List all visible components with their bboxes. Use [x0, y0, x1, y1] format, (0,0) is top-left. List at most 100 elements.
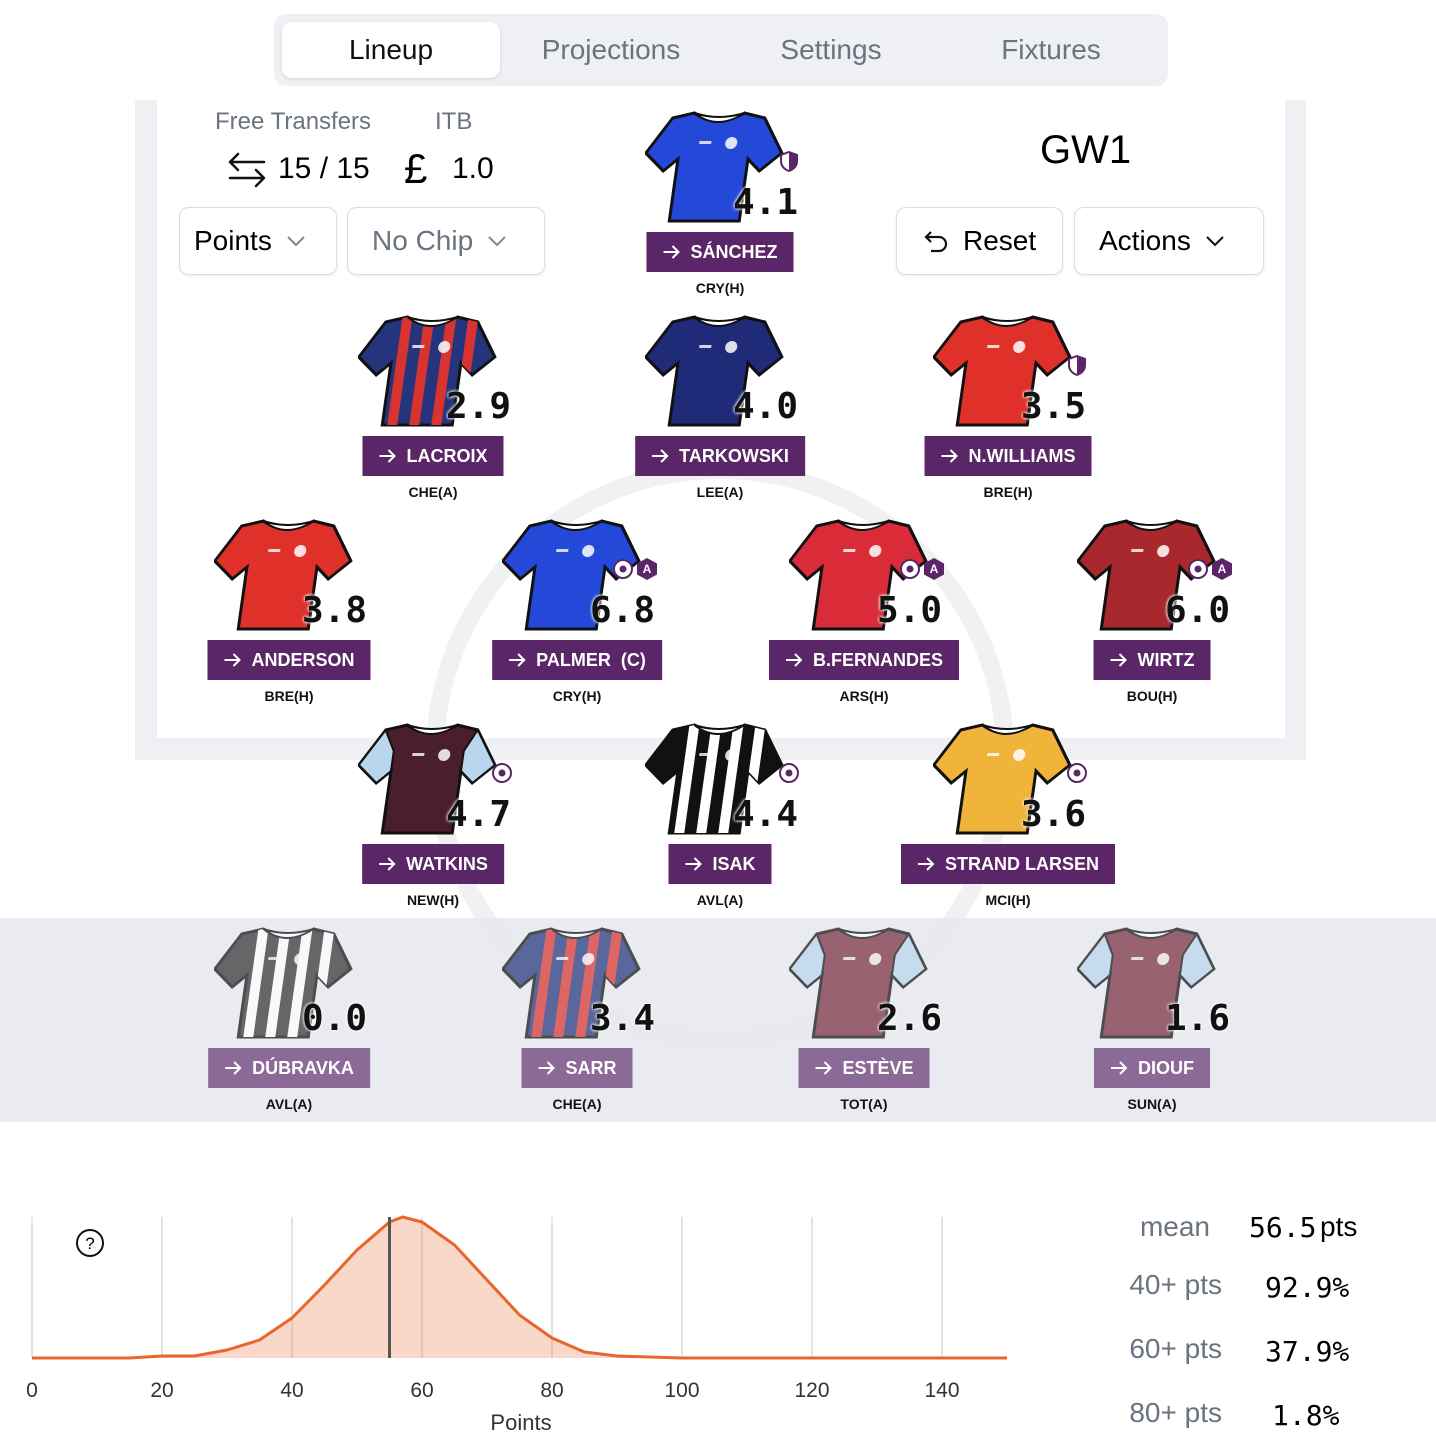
crest [1131, 549, 1144, 552]
jersey [1077, 519, 1216, 631]
stripe [552, 929, 579, 1037]
sleeve [1077, 931, 1114, 989]
currency-icon: £ [404, 145, 428, 192]
arrow [538, 1061, 555, 1075]
jersey [502, 927, 641, 1039]
sleeve [890, 931, 928, 989]
player-name-button[interactable]: PALMER (C) [492, 640, 662, 680]
sleeve [1178, 931, 1216, 989]
jersey-shape [933, 723, 1072, 835]
crest [556, 549, 569, 552]
player-icons: A [612, 558, 657, 580]
jersey-shape [1077, 927, 1216, 1039]
stat-value: 1.8% [1272, 1399, 1340, 1432]
button-label: Actions [1099, 225, 1191, 256]
label: Free Transfers [215, 108, 372, 135]
player-name-button[interactable]: ESTÈVE [798, 1048, 930, 1088]
tab[interactable]: Settings [780, 34, 882, 65]
player-fixture: AVL(A) [696, 892, 744, 908]
jersey [933, 723, 1072, 835]
stat-label: mean [1139, 1211, 1210, 1242]
player-name-button[interactable]: WIRTZ [1093, 640, 1211, 680]
actions-button[interactable]: Actions [1074, 207, 1264, 275]
player-icons: A [899, 558, 944, 580]
arrow-icon [225, 1061, 242, 1075]
arrow [379, 449, 396, 463]
collar [262, 928, 314, 939]
player-name-button[interactable]: SARR [521, 1048, 633, 1088]
shield-half [789, 152, 797, 171]
label: ITB [435, 108, 473, 135]
crest [438, 749, 451, 761]
arrow [1110, 653, 1127, 667]
help-icon-glyph: ? [85, 1234, 94, 1253]
chevron [287, 236, 305, 247]
x-tick-label: 120 [794, 1379, 829, 1402]
area [32, 1217, 1007, 1358]
player-points: 3.8 [301, 590, 367, 631]
player-name: SARR [565, 1057, 617, 1078]
goal-icon [1188, 559, 1208, 579]
player-name: DIOUF [1138, 1057, 1194, 1078]
arrow-icon [685, 857, 702, 871]
player-points: 4.4 [732, 794, 798, 835]
stat-value: 56.5 [1249, 1211, 1317, 1244]
player-name-button[interactable]: DIOUF [1094, 1048, 1210, 1088]
arrow-icon [379, 449, 396, 463]
player-name-button[interactable]: LACROIX [362, 436, 504, 476]
crest [725, 137, 738, 149]
arrow [225, 1061, 242, 1075]
player-name-button[interactable]: ANDERSON [207, 640, 371, 680]
tab[interactable]: Projections [541, 34, 681, 65]
goal-icon [900, 559, 920, 579]
assist-icon: A [637, 558, 657, 580]
arrow [652, 449, 669, 463]
collar [981, 724, 1033, 735]
player-name-button[interactable]: N.WILLIAMS [924, 436, 1092, 476]
player-name: N.WILLIAMS [968, 445, 1076, 466]
player-name-button[interactable]: DÚBRAVKA [208, 1048, 370, 1088]
jersey [645, 315, 784, 427]
clean-sheet-icon [780, 150, 798, 172]
player-name: ISAK [712, 853, 756, 874]
player-icons [778, 150, 800, 172]
tab[interactable]: Fixtures [1001, 34, 1101, 65]
player-name-button[interactable]: SÁNCHEZ [646, 232, 794, 272]
player-name: LACROIX [406, 445, 488, 466]
jersey-shape [645, 315, 784, 427]
crest [1131, 957, 1144, 960]
collar [693, 112, 745, 123]
player-points: 6.8 [589, 590, 655, 631]
jersey [214, 519, 353, 631]
jersey-shape [789, 927, 928, 1039]
collar [550, 520, 602, 531]
stripe [264, 929, 291, 1037]
arrow [379, 857, 396, 871]
player-name-button[interactable]: TARKOWSKI [635, 436, 805, 476]
collar [406, 724, 458, 735]
player-name-button[interactable]: STRAND LARSEN [900, 844, 1116, 884]
tab[interactable]: Lineup [282, 22, 500, 78]
jersey [933, 315, 1072, 427]
crest [412, 345, 425, 348]
button-label: Reset [963, 225, 1037, 256]
stat-value: 92.9% [1265, 1271, 1350, 1304]
chip-select[interactable]: No Chip [347, 207, 545, 275]
player-points: 6.0 [1164, 590, 1230, 631]
stripe [695, 725, 722, 833]
jersey-shape [933, 315, 1072, 427]
collar [262, 520, 314, 531]
player-icons [1066, 354, 1088, 376]
collar [1125, 520, 1177, 531]
player-name-button[interactable]: ISAK [668, 844, 772, 884]
x-tick-label: 0 [26, 1379, 38, 1402]
help-icon[interactable] [76, 1229, 104, 1257]
player-name-button[interactable]: WATKINS [362, 844, 504, 884]
points-select[interactable]: Points [179, 207, 337, 275]
player-name-button[interactable]: B.FERNANDES [768, 640, 960, 680]
reset-button[interactable]: Reset [896, 207, 1063, 275]
player-points: 3.6 [1020, 794, 1086, 835]
jersey-shape [502, 519, 641, 631]
player-points: 2.9 [445, 386, 511, 427]
sleeve [358, 727, 395, 785]
